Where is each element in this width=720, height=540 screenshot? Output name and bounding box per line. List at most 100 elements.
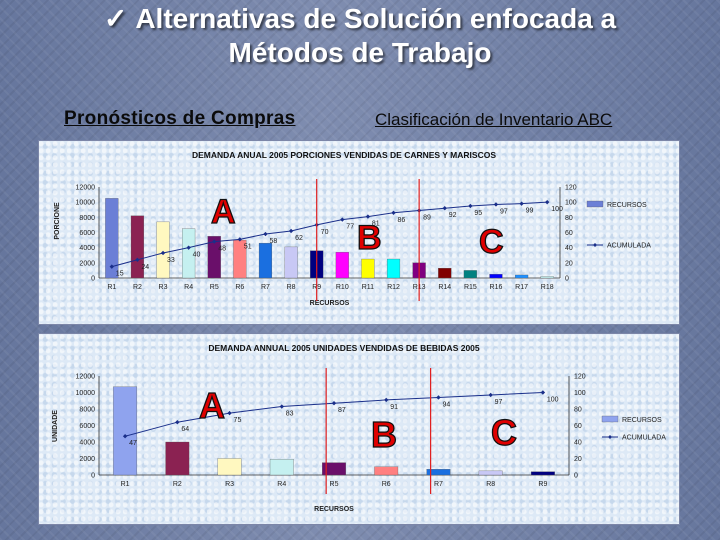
x-tick-label: R1 (107, 284, 116, 291)
cumulative-point (436, 395, 441, 400)
bar-r18 (540, 276, 554, 279)
abc-label-c: C (479, 223, 504, 261)
legend-label-acumulada: ACUMULADA (622, 435, 666, 442)
x-tick-label: R4 (184, 284, 193, 291)
x-tick-label: R18 (541, 284, 554, 291)
y-axis-label: UNIDADE (52, 410, 59, 442)
bar-r9 (530, 471, 555, 476)
x-tick-label: R3 (225, 481, 234, 488)
y2-tick-label: 120 (574, 374, 586, 381)
cumulative-data-label: 77 (346, 224, 354, 231)
y-tick-label: 6000 (79, 423, 95, 430)
bar-r12 (386, 258, 401, 279)
bar-r5 (207, 236, 221, 279)
cumulative-data-label: 58 (269, 238, 277, 245)
y-tick-label: 0 (91, 276, 95, 283)
abc-label-c: C (491, 412, 517, 453)
y-axis-label: PORCIONE (54, 202, 61, 240)
cumulative-data-label: 95 (474, 210, 482, 217)
x-axis-label: RECURSOS (310, 300, 350, 307)
chart-title: DEMANDA ANUAL 2005 PORCIONES VENDIDAS DE… (192, 150, 496, 160)
chart-title: DEMANDA ANNUAL 2005 UNIDADES VENDIDAS DE… (208, 343, 480, 353)
y-tick-label: 2000 (79, 456, 95, 463)
cumulative-point (263, 231, 268, 237)
bar-r5 (322, 462, 346, 476)
bar-r4 (182, 228, 196, 279)
chart-bebidas-svg: DEMANDA ANNUAL 2005 UNIDADES VENDIDAS DE… (52, 343, 666, 513)
cumulative-data-label: 97 (495, 399, 503, 406)
y-tick-label: 2000 (79, 260, 95, 267)
cumulative-data-label: 15 (116, 271, 124, 278)
abc-label-b: B (357, 219, 382, 257)
y-tick-label: 8000 (79, 215, 95, 222)
y2-tick-label: 20 (565, 260, 573, 267)
cumulative-data-label: 100 (547, 397, 559, 404)
cumulative-point (175, 420, 180, 425)
cumulative-point (212, 239, 217, 244)
x-tick-label: R14 (438, 284, 451, 291)
bar-r15 (463, 270, 477, 279)
check-icon: ✓ (103, 3, 128, 34)
y2-tick-label: 60 (565, 230, 573, 237)
y-tick-label: 12000 (76, 185, 96, 192)
cumulative-point (442, 206, 447, 211)
legend-marker-acumulada (593, 243, 597, 247)
chart-carnes-mariscos: DEMANDA ANUAL 2005 PORCIONES VENDIDAS DE… (38, 140, 680, 325)
legend-label-acumulada: ACUMULADA (607, 243, 651, 250)
chart-carnes-svg: DEMANDA ANUAL 2005 PORCIONES VENDIDAS DE… (54, 150, 651, 307)
subtitle-clasificacion: Clasificación de Inventario ABC (375, 110, 613, 129)
legend-label-recursos: RECURSOS (607, 202, 647, 209)
x-tick-label: R1 (121, 481, 130, 488)
subtitle-pronosticos: Pronósticos de Compras (64, 108, 296, 129)
bar-r14 (438, 267, 452, 279)
bar-r6 (374, 466, 399, 476)
cumulative-point (365, 214, 371, 219)
x-tick-label: R9 (538, 481, 547, 488)
x-tick-label: R17 (515, 284, 528, 291)
abc-label-a: A (211, 193, 236, 231)
bar-r2 (130, 215, 144, 279)
cumulative-data-label: 62 (295, 235, 303, 242)
bar-r7 (426, 469, 451, 476)
cumulative-data-label: 94 (442, 401, 450, 408)
cumulative-data-label: 86 (398, 217, 406, 224)
y2-tick-label: 80 (574, 407, 582, 414)
x-tick-label: R6 (382, 481, 391, 488)
cumulative-data-label: 48 (218, 246, 226, 253)
cumulative-point (468, 203, 473, 209)
legend-label-recursos: RECURSOS (622, 417, 662, 424)
bar-r8 (478, 470, 503, 476)
x-tick-label: R8 (287, 284, 296, 291)
cumulative-data-label: 24 (141, 264, 149, 271)
cumulative-data-label: 64 (181, 426, 189, 433)
x-tick-label: R15 (464, 284, 477, 291)
y-tick-label: 4000 (79, 245, 95, 252)
y-tick-label: 6000 (79, 230, 95, 237)
chart-bebidas: DEMANDA ANNUAL 2005 UNIDADES VENDIDAS DE… (38, 333, 680, 525)
x-tick-label: R7 (261, 284, 270, 291)
cumulative-data-label: 40 (193, 252, 201, 259)
cumulative-point (493, 202, 499, 207)
cumulative-point (384, 397, 389, 403)
cumulative-point (237, 237, 243, 242)
cumulative-data-label: 83 (286, 411, 294, 418)
bar-r3 (217, 458, 242, 476)
bar-r7 (258, 242, 273, 279)
bar-r1 (105, 198, 119, 279)
cumulative-data-label: 97 (500, 208, 508, 215)
cumulative-point (122, 434, 128, 439)
bar-r10 (335, 252, 349, 279)
bar-r2 (165, 441, 190, 476)
cumulative-point (331, 401, 337, 406)
cumulative-point (540, 390, 546, 395)
legend-swatch-recursos (586, 200, 604, 208)
y2-tick-label: 100 (565, 200, 577, 207)
cumulative-data-label: 100 (551, 206, 563, 213)
cumulative-data-label: 75 (234, 417, 242, 424)
x-tick-label: R6 (235, 284, 244, 291)
cumulative-point (227, 410, 232, 416)
slide-title-line-1: ✓ Alternativas de Solución enfocada a (0, 2, 720, 36)
y2-tick-label: 0 (565, 276, 569, 283)
cumulative-point (391, 210, 396, 215)
x-tick-label: R10 (336, 284, 349, 291)
